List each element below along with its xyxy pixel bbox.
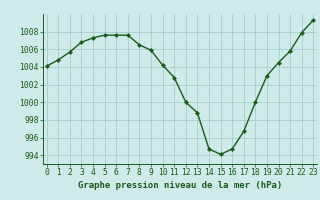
X-axis label: Graphe pression niveau de la mer (hPa): Graphe pression niveau de la mer (hPa): [78, 181, 282, 190]
